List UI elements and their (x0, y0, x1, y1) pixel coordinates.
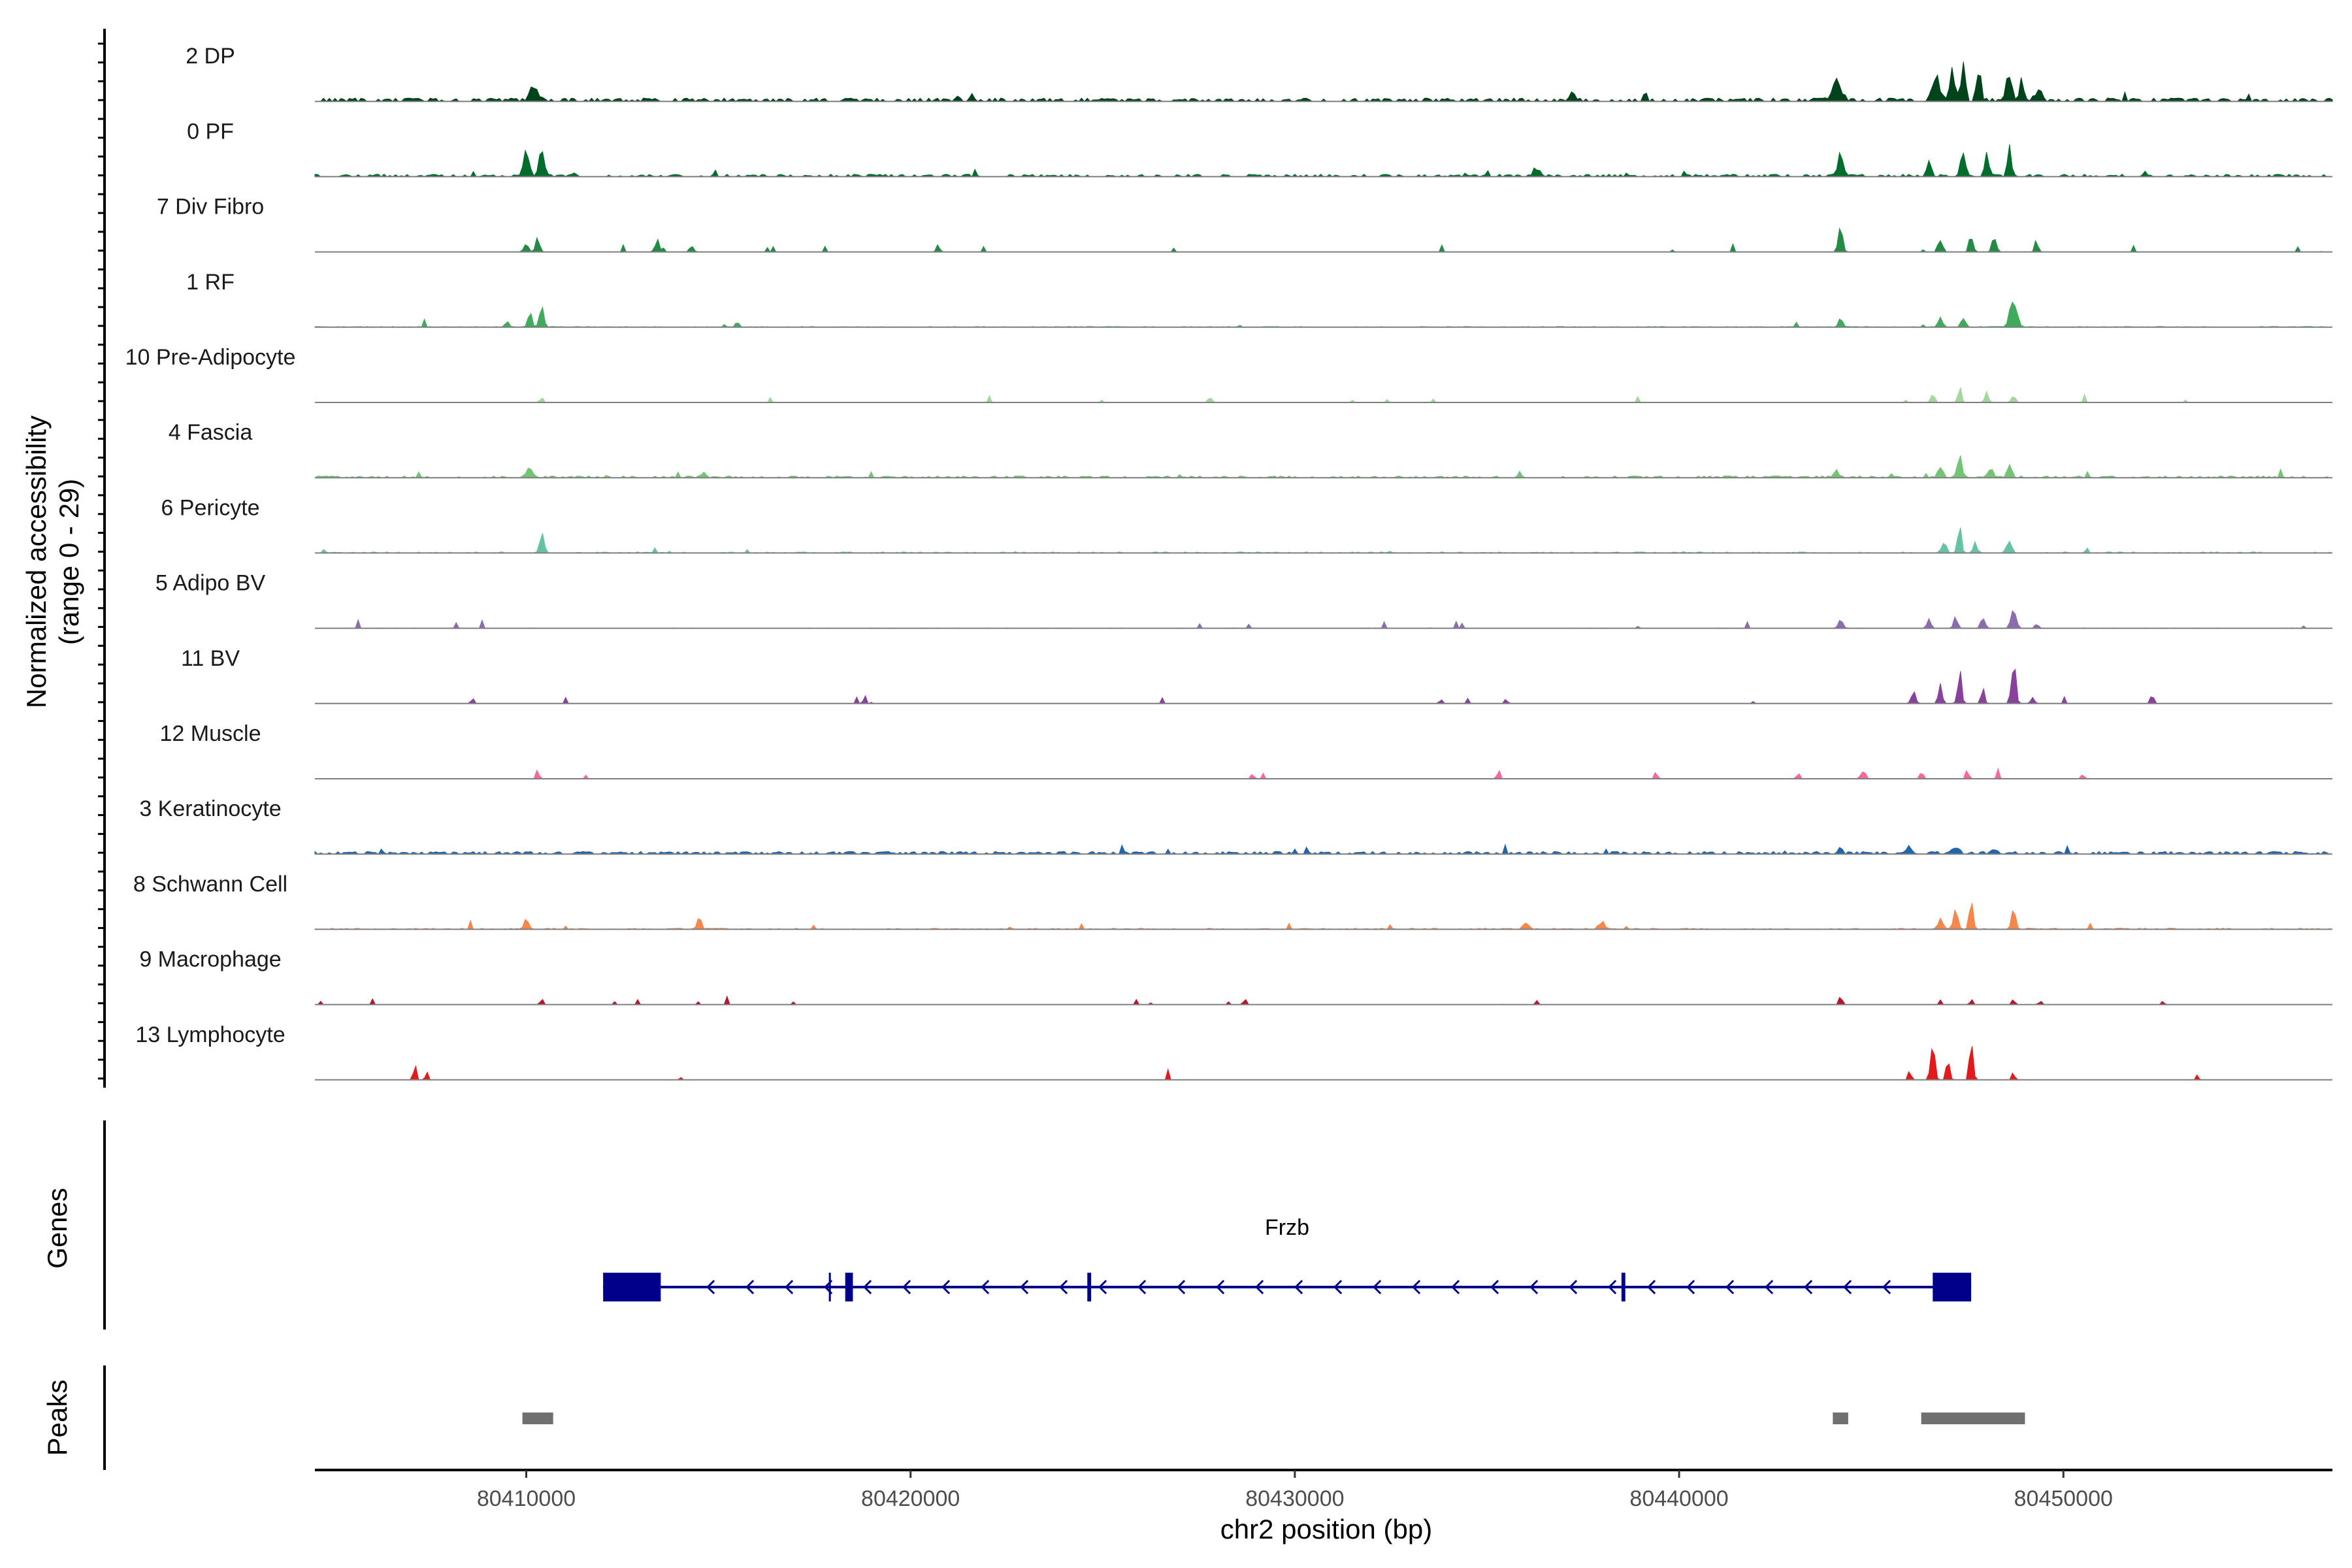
track-coverage-area (315, 1046, 2332, 1081)
track-coverage-area (315, 61, 2333, 103)
track-6: 4 Fascia (169, 420, 2332, 479)
x-axis: chr2 position (bp) 80410000 80420000 80430… (315, 1469, 2332, 1544)
x-tick-label: 80440000 (1629, 1486, 1728, 1511)
track-coverage-area (315, 527, 2333, 553)
track-label: 7 Div Fibro (157, 195, 264, 220)
strand-arrow (1843, 1279, 1852, 1295)
gene-exon (845, 1273, 853, 1301)
strand-arrow (1804, 1279, 1813, 1295)
gene-panel: Genes Frzb (42, 1120, 1972, 1330)
strand-arrow (1569, 1279, 1578, 1295)
track-coverage-area (315, 227, 2332, 253)
strand-arrow (1333, 1279, 1343, 1295)
genes-panel-label: Genes (42, 1188, 73, 1269)
x-tick-label: 80420000 (861, 1486, 960, 1511)
strand-arrow (1098, 1279, 1107, 1295)
strand-arrow (1412, 1279, 1421, 1295)
strand-arrow (863, 1279, 872, 1295)
strand-arrow (1725, 1279, 1735, 1295)
track-coverage-area (315, 386, 2332, 403)
strand-arrow (981, 1279, 990, 1295)
track-3: 7 Div Fibro (157, 195, 2332, 253)
coverage-tracks: 2 DP 0 PF 7 Div Fibro 1 RF 10 Pre-Adipocyte 4… (125, 44, 2333, 1081)
track-label: 4 Fascia (169, 420, 253, 445)
x-tick-label: 80450000 (2014, 1486, 2113, 1511)
strand-arrow (706, 1279, 715, 1295)
strand-arrow (1177, 1279, 1186, 1295)
strand-arrow (941, 1279, 951, 1295)
gene-exon (603, 1273, 661, 1301)
track-2: 0 PF (187, 119, 2332, 178)
strand-arrow (785, 1279, 794, 1295)
track-10: 12 Muscle (160, 721, 2332, 779)
track-coverage-area (314, 301, 2332, 328)
strand-arrow (1686, 1279, 1695, 1295)
strand-arrow (1216, 1279, 1225, 1295)
peak-region (1921, 1413, 2025, 1424)
track-coverage-area (314, 144, 2332, 178)
gene-exon (1087, 1273, 1092, 1301)
y-axis-range-label: (range 0 - 29) (54, 479, 84, 645)
track-11: 3 Keratinocyte (139, 796, 2332, 855)
peaks-panel-label: Peaks (42, 1380, 73, 1456)
strand-arrow (1059, 1279, 1068, 1295)
x-tick-label: 80410000 (477, 1486, 576, 1511)
track-label: 5 Adipo BV (155, 571, 266, 596)
track-4: 1 RF (186, 270, 2332, 328)
strand-arrow (902, 1279, 911, 1295)
y-axis-title: Normalized accessibility (range 0 - 29) (21, 416, 84, 708)
strand-arrow (1451, 1279, 1460, 1295)
track-coverage-area (315, 995, 2332, 1005)
strand-arrow (1529, 1279, 1539, 1295)
track-8: 5 Adipo BV (155, 571, 2332, 629)
strand-arrow (1137, 1279, 1147, 1295)
track-label: 9 Macrophage (139, 947, 281, 972)
strand-arrow (1647, 1279, 1656, 1295)
strand-arrow (745, 1279, 755, 1295)
gene-label: Frzb (1265, 1215, 1309, 1240)
strand-arrow (1373, 1279, 1382, 1295)
track-label: 1 RF (186, 270, 235, 295)
track-coverage-area (315, 767, 2332, 779)
track-label: 8 Schwann Cell (133, 872, 287, 896)
track-coverage-area (314, 455, 2332, 478)
x-tick-label: 80430000 (1245, 1486, 1344, 1511)
strand-arrow (1882, 1279, 1891, 1295)
gene-exon (1621, 1273, 1625, 1301)
track-label: 10 Pre-Adipocyte (125, 345, 296, 370)
track-label: 0 PF (187, 119, 234, 144)
strand-arrow (1608, 1279, 1617, 1295)
peaks-panel: Peaks (42, 1365, 2025, 1470)
strand-arrow (1255, 1279, 1264, 1295)
track-label: 2 DP (186, 44, 235, 69)
track-coverage-area (315, 668, 2332, 704)
track-coverage-area (315, 610, 2332, 629)
track-label: 11 BV (181, 646, 240, 671)
track-label: 3 Keratinocyte (139, 796, 281, 821)
track-1: 2 DP (186, 44, 2333, 103)
track-14: 13 Lymphocyte (135, 1022, 2332, 1081)
track-13: 9 Macrophage (139, 947, 2332, 1005)
track-coverage-area (314, 903, 2333, 930)
peak-region (522, 1413, 553, 1424)
track-9: 11 BV (181, 646, 2332, 704)
strand-arrow (1765, 1279, 1774, 1295)
track-12: 8 Schwann Cell (133, 872, 2333, 930)
track-y-axis (98, 29, 106, 1088)
track-label: 6 Pericyte (161, 495, 259, 520)
strand-arrow (1294, 1279, 1303, 1295)
gene-exon (1933, 1273, 1972, 1301)
track-label: 13 Lymphocyte (135, 1022, 285, 1047)
track-5: 10 Pre-Adipocyte (125, 345, 2332, 403)
x-axis-label: chr2 position (bp) (1220, 1514, 1433, 1544)
peak-region (1833, 1413, 1848, 1424)
y-axis-label: Normalized accessibility (21, 416, 52, 708)
track-coverage-area (314, 843, 2332, 855)
track-7: 6 Pericyte (161, 495, 2333, 554)
strand-arrow (1020, 1279, 1029, 1295)
strand-arrow (1490, 1279, 1499, 1295)
track-label: 12 Muscle (160, 721, 261, 746)
